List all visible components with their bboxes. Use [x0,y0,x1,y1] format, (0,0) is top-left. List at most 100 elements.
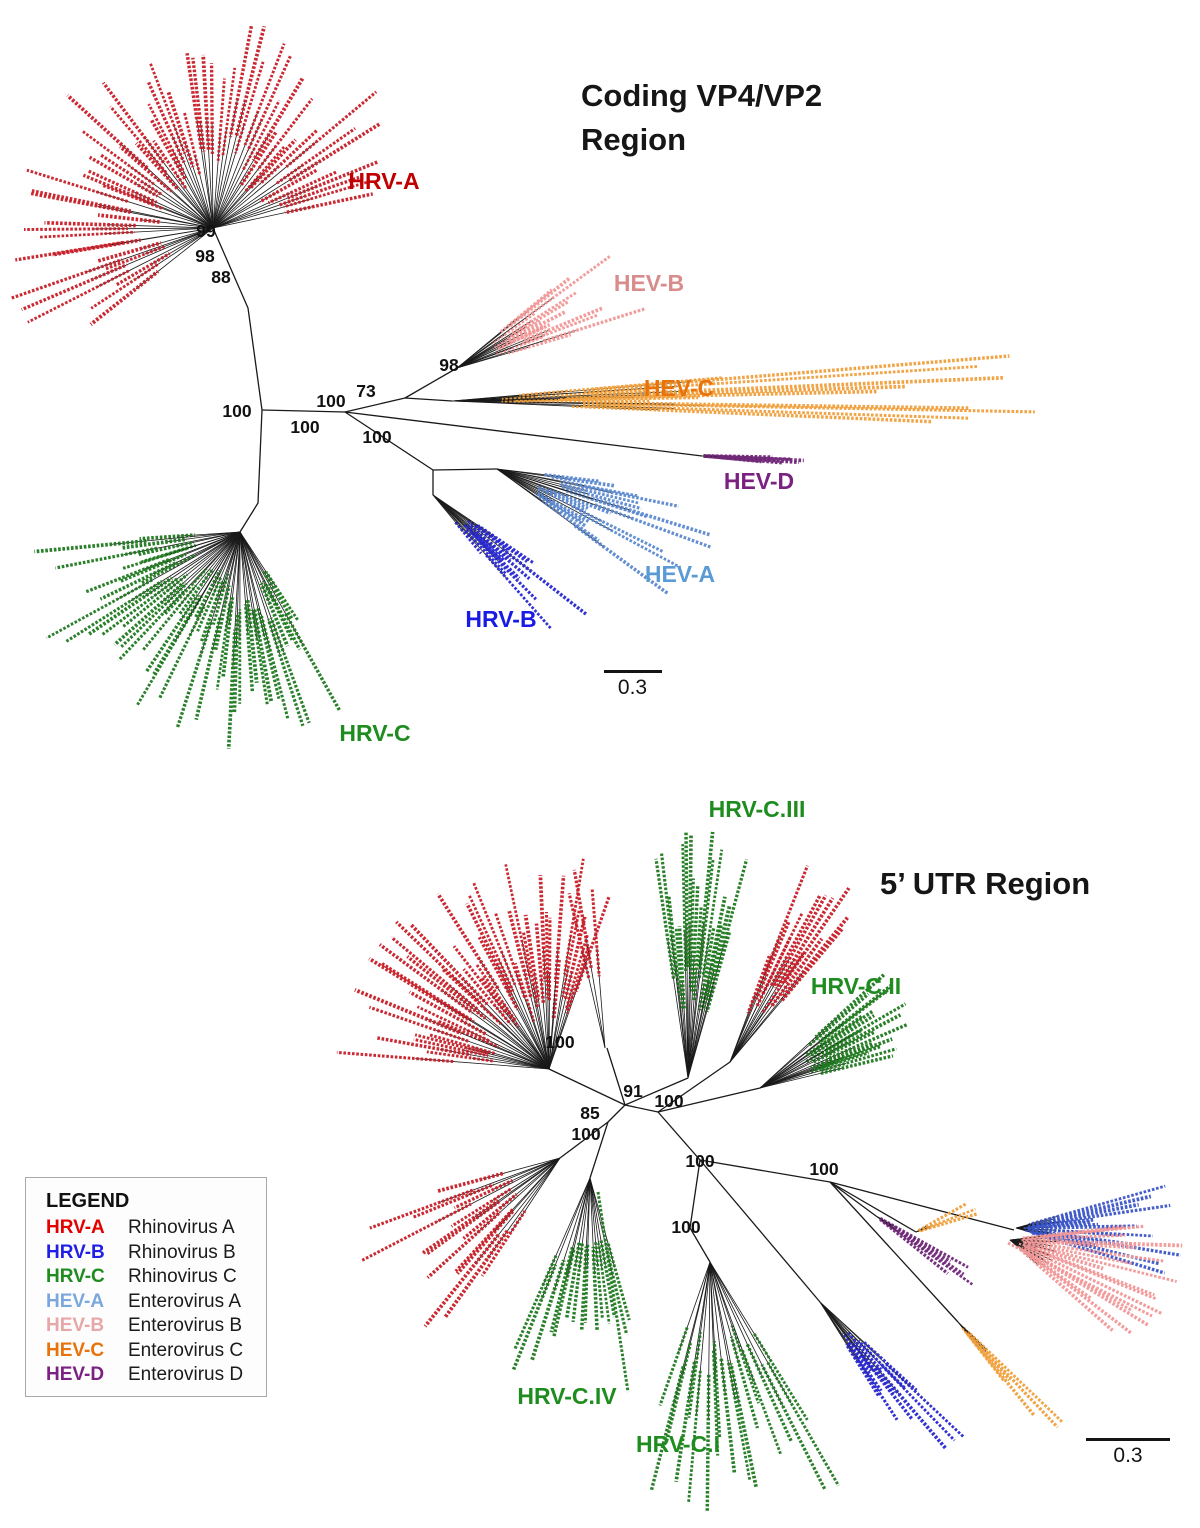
taxa-strand [147,103,186,173]
taxa-strand [250,609,269,706]
taxa-strand [728,1363,759,1489]
taxa-strand [109,105,168,175]
taxa-branch [481,1005,550,1070]
bootstrap-value: 100 [654,1091,683,1111]
taxa-strand [283,611,341,712]
taxa-strand [862,1340,918,1392]
taxa-strand [810,1014,876,1057]
taxa-strand [152,139,188,190]
tree-branch [657,1061,731,1113]
taxa-strand [477,524,535,564]
taxa-strand [697,859,715,980]
taxa-strand [284,192,374,215]
taxa-strand [964,1330,1036,1417]
tree-branch [607,1104,626,1123]
taxa-strand [454,1207,515,1273]
taxa-strand [591,1246,599,1332]
taxa-strand [259,582,290,647]
taxa-strand [453,520,483,555]
taxa-strand [760,1364,827,1492]
taxa-strand [810,1041,874,1070]
taxa-strand [408,990,488,1036]
taxa-strand [513,395,699,402]
taxa-branch [687,963,712,1079]
taxa-strand [196,576,223,632]
taxa-strand [213,585,231,651]
taxa-strand [701,849,724,976]
taxa-strand [688,878,695,989]
taxa-strand [674,927,685,1011]
taxa-strand [560,482,639,505]
taxa-strand [589,375,1005,398]
taxa-strand [426,1210,502,1279]
taxa-strand [592,502,712,549]
taxa-strand [703,454,804,463]
taxa-strand [769,937,824,1008]
tree-branch [548,1068,626,1106]
clade-label: HRV-C.IV [517,1383,617,1409]
taxa-strand [55,546,158,570]
taxa-strand [232,613,240,714]
bootstrap-value: 100 [362,427,391,447]
taxa-branch [543,946,550,1070]
taxa-strand [462,968,512,1026]
taxa-strand [754,921,791,1000]
taxa-branch [206,118,214,229]
taxa-strand [583,1243,590,1323]
taxa-branch [142,200,214,229]
taxa-strand [513,962,536,1022]
taxa-strand [141,584,198,652]
taxa-strand [596,1191,630,1393]
tree-branch [699,1159,821,1303]
taxa-branch [729,938,780,1063]
taxa-strand [490,312,536,345]
taxa-strand [115,252,171,287]
taxa-strand [879,1217,969,1269]
taxa-strand [552,1248,576,1337]
taxa-strand [505,300,569,340]
taxa-strand [410,923,489,1006]
taxa-strand [824,1002,907,1052]
clade-label: HEV-B [614,270,684,296]
tree-branch [559,1121,609,1159]
taxa-branch [95,191,214,229]
taxa-strand [85,557,172,594]
taxa-branch [541,1177,591,1300]
taxa-strand [1023,1217,1096,1230]
legend-title: LEGEND [46,1190,130,1212]
taxa-strand [134,141,180,192]
taxa-strand [1024,1245,1163,1315]
taxa-strand [471,881,517,986]
taxa-strand [519,376,722,397]
taxa-strand [429,1033,496,1056]
tree-branch [404,367,458,399]
taxa-strand [477,936,520,1011]
taxa-strand [265,584,302,651]
taxa-strand [697,831,715,968]
legend-row: HEV-C Enterovirus C [46,1340,266,1365]
taxa-strand [122,573,189,628]
taxa-strand [199,580,225,643]
taxa-branch [212,100,238,229]
taxa-branch [759,1034,852,1089]
taxa-strand [243,146,286,193]
taxa-strand [687,833,693,969]
legend-row: HRV-B Rhinovirus B [46,1242,266,1267]
taxa-branch [589,1177,595,1275]
panel-title-line2: Region [581,122,687,158]
tree-branch [829,1181,877,1217]
taxa-strand [1021,1240,1133,1266]
taxa-strand [101,576,180,636]
taxa-branch [510,1157,561,1233]
taxa-strand [692,905,703,1001]
taxa-strand [480,1210,527,1277]
taxa-strand [336,1050,454,1064]
taxa-strand [425,1200,501,1257]
taxa-strand [119,552,187,584]
bootstrap-value: 88 [211,267,231,287]
taxa-strand [99,153,164,197]
taxa-branch [709,1261,784,1407]
taxa-strand [158,605,206,699]
taxa-branch [678,1261,711,1353]
